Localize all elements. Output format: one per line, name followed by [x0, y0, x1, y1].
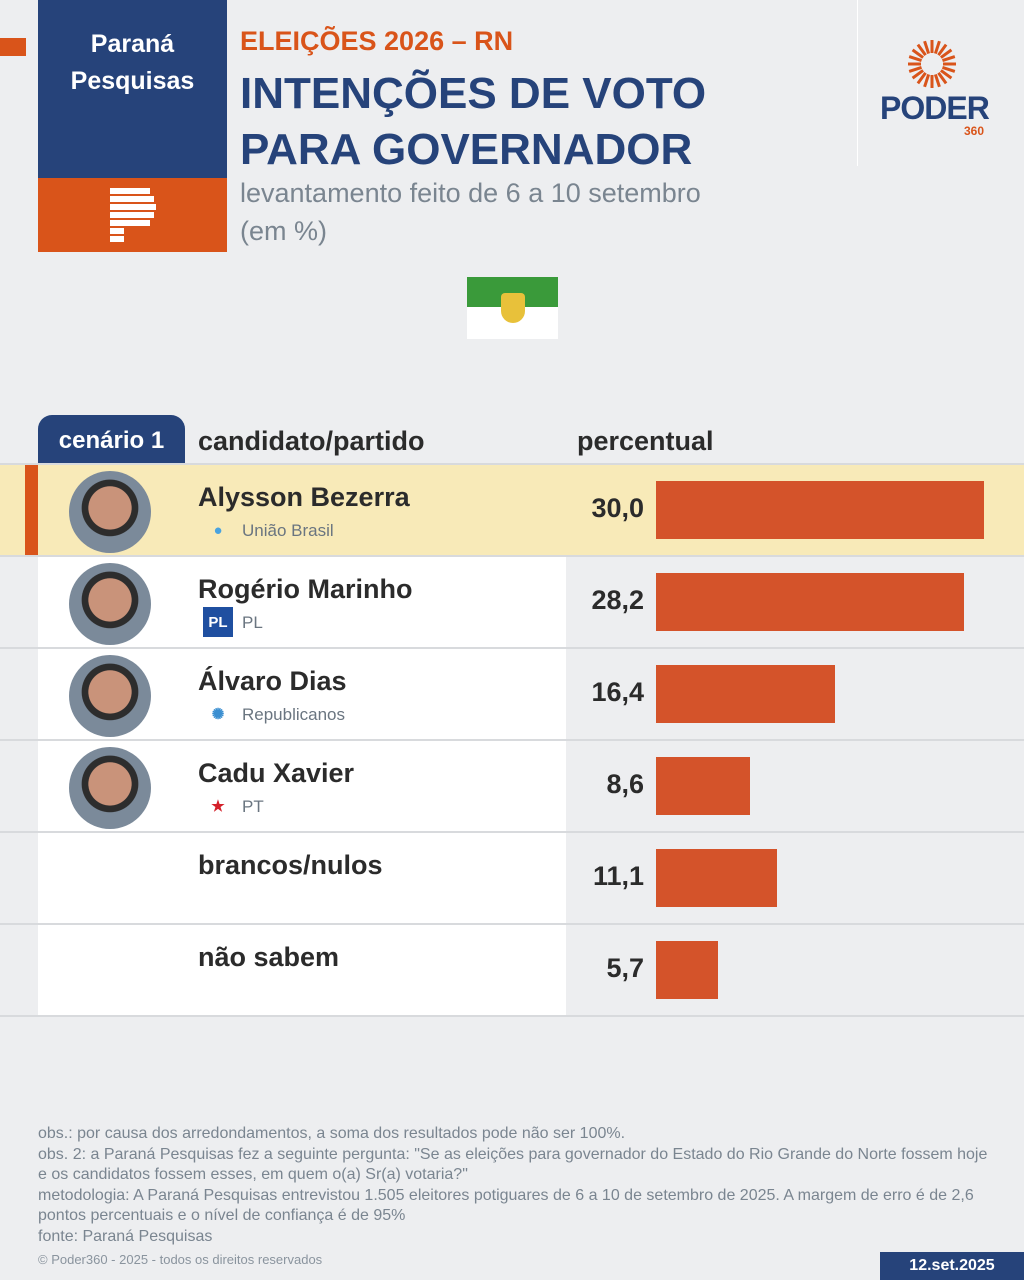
poder360-logo-sub: 360: [964, 124, 985, 138]
data-label: 11,1: [592, 861, 644, 891]
uniao-brasil-icon: ●: [213, 521, 223, 539]
candidate-name: Rogério Marinho: [198, 574, 413, 604]
poder360-logo: PODER: [880, 90, 990, 126]
bar: [656, 665, 836, 723]
bar: [656, 941, 719, 999]
table-row: ● União Brasil Alysson Bezerra 30,0: [0, 465, 1024, 557]
party-name: Republicanos: [242, 705, 346, 724]
bar: [656, 757, 751, 815]
pl-logo-icon: PL: [203, 607, 233, 637]
note: fonte: Paraná Pesquisas: [38, 1227, 213, 1245]
table-row: PL PL Rogério Marinho 28,2: [0, 557, 1024, 649]
candidate-name: não sabem: [198, 942, 340, 972]
page-title: INTENÇÕES DE VOTO PARA GOVERNADOR: [240, 69, 707, 174]
decor-square: [0, 38, 26, 56]
row-label-area: [38, 833, 566, 923]
row-label-area: [38, 925, 566, 1015]
parana-pesquisas-logo: [38, 178, 227, 252]
bar: [656, 849, 778, 907]
table-row: não sabem 5,7: [0, 925, 1024, 1017]
candidate-photo: [69, 563, 151, 645]
data-label: 5,7: [606, 953, 644, 983]
subtitle: levantamento feito de 6 a 10 setembro (em…: [240, 178, 701, 246]
data-label: 28,2: [591, 585, 644, 615]
table-row: ✺ Republicanos Álvaro Dias 16,4: [0, 649, 1024, 741]
date-badge: 12.set.2025: [880, 1252, 1024, 1280]
candidate-name: Cadu Xavier: [198, 758, 355, 788]
data-label: 8,6: [606, 769, 644, 799]
candidate-name: brancos/nulos: [198, 850, 383, 880]
data-label: 16,4: [591, 677, 644, 707]
table-row: brancos/nulos 11,1: [0, 833, 1024, 925]
note: metodologia: A Paraná Pesquisas entrevis…: [38, 1186, 974, 1225]
table-row: ★ PT Cadu Xavier 8,6: [0, 741, 1024, 833]
republicanos-icon: ✺: [211, 706, 225, 723]
note: obs.: por causa dos arredondamentos, a s…: [38, 1125, 626, 1142]
candidate-photo: [69, 655, 151, 737]
parana-pesquisas-brand: Paraná Pesquisas: [38, 0, 227, 178]
pt-star-icon: ★: [211, 798, 225, 815]
candidate-name: Álvaro Dias: [198, 666, 347, 696]
poder-sun-icon: [908, 40, 956, 88]
candidate-photo: [69, 471, 151, 553]
note: obs. 2: a Paraná Pesquisas fez a seguint…: [38, 1145, 988, 1184]
col-header-percent: percentual: [577, 426, 714, 456]
copyright: © Poder360 - 2025 - todos os direitos re…: [38, 1252, 323, 1267]
bar: [656, 481, 984, 539]
divider: [857, 0, 858, 166]
highlight-marker: [25, 465, 38, 555]
divider: [0, 463, 1024, 465]
pp-logo-icon: [110, 188, 156, 242]
party-name: PT: [242, 797, 264, 816]
candidate-name: Alysson Bezerra: [198, 482, 410, 512]
notes: obs.: por causa dos arredondamentos, a s…: [38, 1124, 988, 1247]
rn-flag-icon: [467, 277, 558, 339]
party-name: União Brasil: [242, 521, 334, 540]
data-label: 30,0: [591, 493, 644, 523]
party-name: PL: [242, 613, 263, 632]
bar: [656, 573, 965, 631]
col-header-candidate: candidato/partido: [198, 426, 425, 456]
scenario-tab: cenário 1: [38, 415, 185, 465]
candidate-photo: [69, 747, 151, 829]
kicker: ELEIÇÕES 2026 – RN: [240, 26, 514, 56]
